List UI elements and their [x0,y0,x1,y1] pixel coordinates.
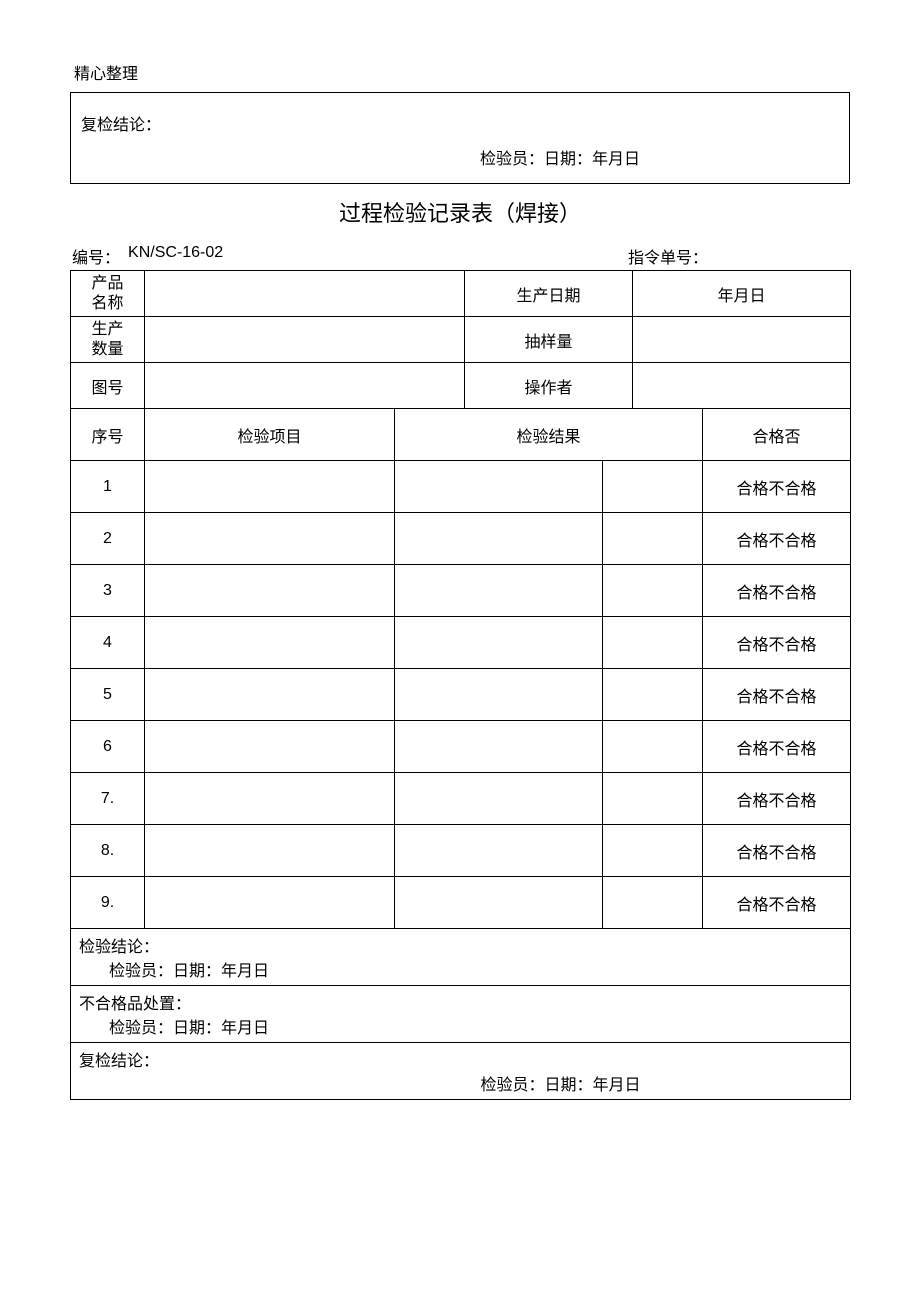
value-product-name [145,271,465,317]
value-sample-size [633,317,851,363]
footer-inspection-conclusion: 检验结论： 检验员：日期：年月日 [71,929,851,986]
cell-pass: 合格不合格 [703,877,851,929]
cell-result-b [603,617,703,669]
cell-no: 2 [71,513,145,565]
cell-item [145,721,395,773]
inspection-table: 产品 名称 生产日期 年月日 生产 数量 抽样量 图号 操作者 序号 检验项目 … [70,270,851,1100]
cell-result-b [603,513,703,565]
col-header-result: 检验结果 [395,409,703,461]
table-row: 9. 合格不合格 [71,877,851,929]
cell-pass: 合格不合格 [703,565,851,617]
cell-no: 4 [71,617,145,669]
inspection-conclusion-signature: 检验员：日期：年月日 [79,957,842,981]
cell-pass: 合格不合格 [703,513,851,565]
cell-no: 1 [71,461,145,513]
table-row: 4 合格不合格 [71,617,851,669]
label-drawing-no: 图号 [71,363,145,409]
value-operator [633,363,851,409]
table-row: 2 合格不合格 [71,513,851,565]
reinspect-signature: 检验员：日期：年月日 [79,1071,842,1095]
cell-result-a [395,721,603,773]
cell-no: 5 [71,669,145,721]
cell-item [145,825,395,877]
cell-result-b [603,565,703,617]
cell-no: 9. [71,877,145,929]
table-row: 7. 合格不合格 [71,773,851,825]
cell-pass: 合格不合格 [703,461,851,513]
reinspection-conclusion-label: 复检结论： [81,111,839,135]
label-production-qty: 生产 数量 [71,317,145,363]
cell-result-a [395,617,603,669]
cell-result-a [395,877,603,929]
value-production-qty [145,317,465,363]
meta-row: 编号： KN/SC-16-02 指令单号： [70,244,850,268]
reinspection-signature-line: 检验员：日期：年月日 [81,145,839,169]
order-number-label: 指令单号： [628,244,848,268]
col-header-no: 序号 [71,409,145,461]
cell-result-b [603,773,703,825]
cell-item [145,773,395,825]
nonconforming-signature: 检验员：日期：年月日 [79,1014,842,1038]
cell-result-a [395,669,603,721]
cell-pass: 合格不合格 [703,721,851,773]
cell-result-b [603,669,703,721]
cell-result-a [395,461,603,513]
cell-pass: 合格不合格 [703,617,851,669]
label-production-date: 生产日期 [465,271,633,317]
cell-pass: 合格不合格 [703,825,851,877]
cell-item [145,513,395,565]
footer-reinspection-conclusion: 复检结论： 检验员：日期：年月日 [71,1043,851,1100]
info-row-drawing: 图号 操作者 [71,363,851,409]
cell-result-b [603,461,703,513]
cell-result-a [395,513,603,565]
cell-item [145,565,395,617]
doc-number-label: 编号： [72,244,120,268]
cell-result-a [395,773,603,825]
cell-item [145,617,395,669]
page-header: 精心整理 [70,60,850,84]
cell-no: 8. [71,825,145,877]
cell-result-b [603,721,703,773]
table-row: 6 合格不合格 [71,721,851,773]
cell-no: 7. [71,773,145,825]
cell-item [145,877,395,929]
cell-result-b [603,825,703,877]
doc-number-value: KN/SC-16-02 [128,244,223,268]
cell-result-a [395,565,603,617]
table-row: 8. 合格不合格 [71,825,851,877]
footer-nonconforming-disposition: 不合格品处置： 检验员：日期：年月日 [71,986,851,1043]
label-operator: 操作者 [465,363,633,409]
col-header-item: 检验项目 [145,409,395,461]
table-row: 1 合格不合格 [71,461,851,513]
table-row: 3 合格不合格 [71,565,851,617]
label-sample-size: 抽样量 [465,317,633,363]
info-row-product: 产品 名称 生产日期 年月日 [71,271,851,317]
value-production-date: 年月日 [633,271,851,317]
top-reinspection-box: 复检结论： 检验员：日期：年月日 [70,92,850,184]
cell-item [145,461,395,513]
label-product-name: 产品 名称 [71,271,145,317]
col-header-pass: 合格否 [703,409,851,461]
cell-pass: 合格不合格 [703,773,851,825]
value-drawing-no [145,363,465,409]
table-row: 5 合格不合格 [71,669,851,721]
table-header-row: 序号 检验项目 检验结果 合格否 [71,409,851,461]
cell-no: 3 [71,565,145,617]
cell-item [145,669,395,721]
document-title: 过程检验记录表（焊接） [70,196,850,228]
cell-result-b [603,877,703,929]
reinspect-label: 复检结论： [79,1053,159,1070]
cell-no: 6 [71,721,145,773]
nonconforming-label: 不合格品处置： [79,996,191,1013]
info-row-quantity: 生产 数量 抽样量 [71,317,851,363]
cell-pass: 合格不合格 [703,669,851,721]
cell-result-a [395,825,603,877]
inspection-conclusion-label: 检验结论： [79,939,159,956]
